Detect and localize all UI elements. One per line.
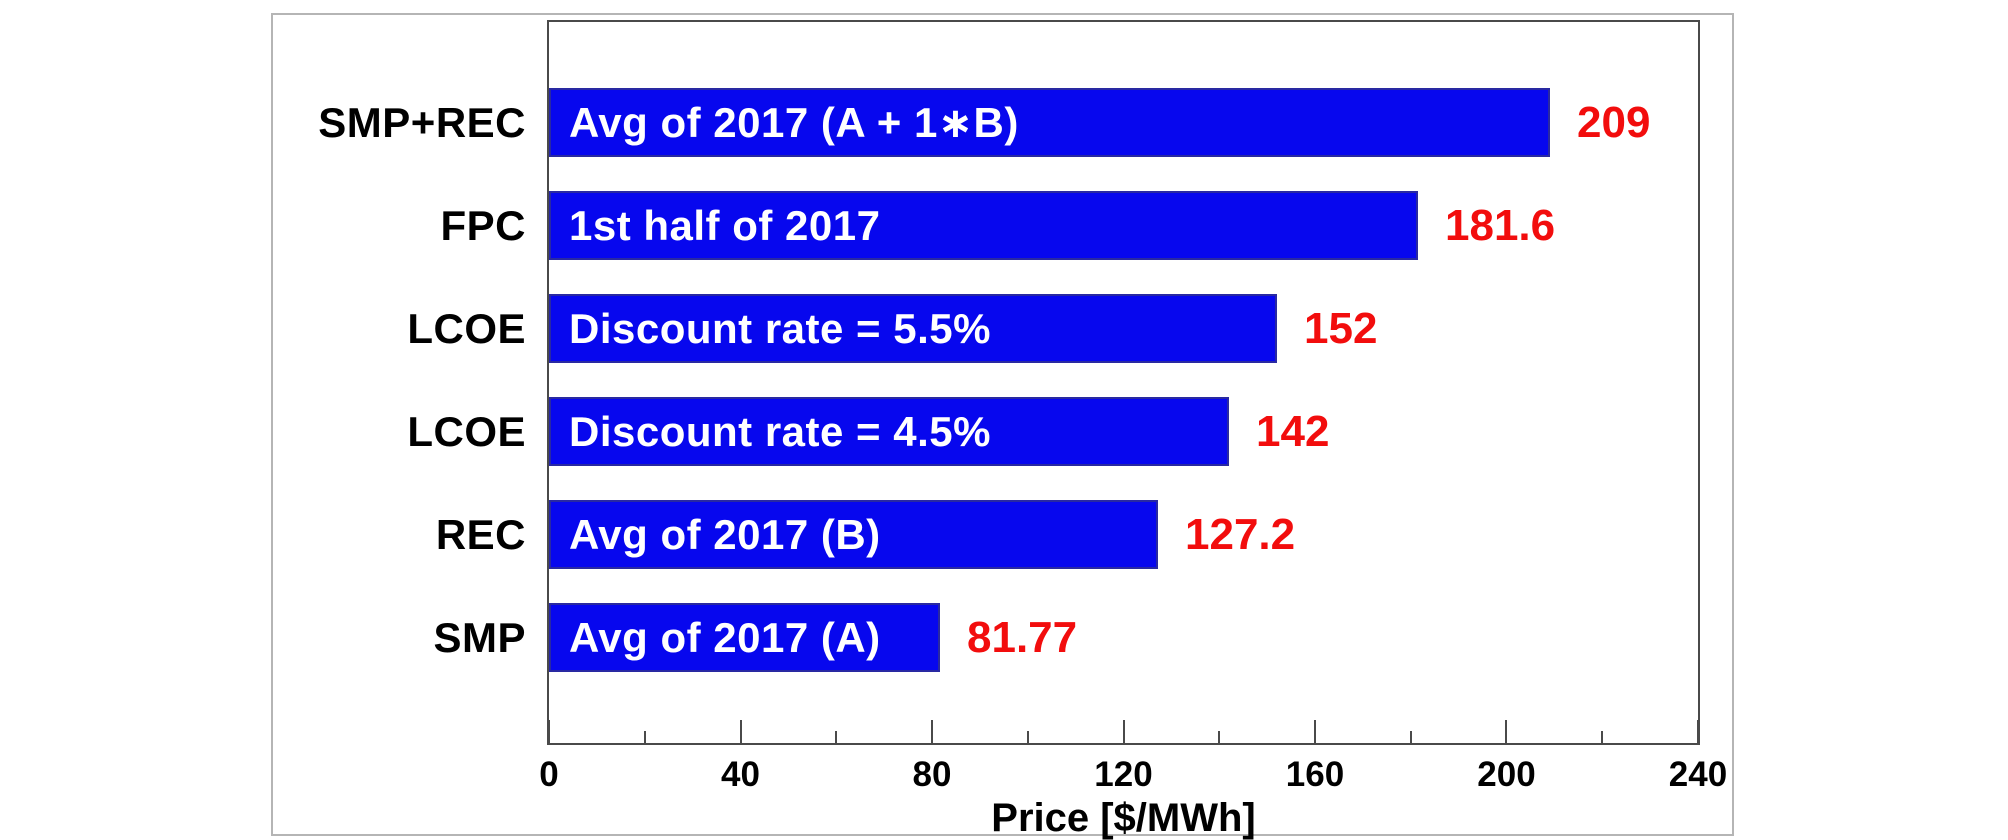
x-tick-label: 160 bbox=[1285, 755, 1345, 794]
x-tick-label: 120 bbox=[1094, 755, 1153, 794]
value-label: 209 bbox=[1577, 98, 1651, 147]
x-tick-major bbox=[740, 720, 742, 743]
bar: Discount rate = 4.5% bbox=[549, 397, 1229, 466]
plot-area: Avg of 2017 (A + 1∗B) 1st half of 2017 Dis… bbox=[547, 20, 1700, 745]
x-tick-label: 40 bbox=[721, 755, 760, 794]
x-tick-label: 200 bbox=[1477, 755, 1536, 794]
x-tick-major bbox=[1123, 720, 1125, 743]
x-tick-minor bbox=[644, 731, 646, 743]
bar-inner-label: Avg of 2017 (A + 1∗B) bbox=[569, 99, 1019, 146]
value-label: 142 bbox=[1256, 407, 1330, 456]
bar: 1st half of 2017 bbox=[549, 191, 1418, 260]
x-tick-minor bbox=[835, 731, 837, 743]
category-label: SMP bbox=[433, 614, 526, 661]
category-label: LCOE bbox=[407, 408, 526, 455]
bar: Avg of 2017 (A) bbox=[549, 603, 940, 672]
x-tick-minor bbox=[1601, 731, 1603, 743]
x-tick-major bbox=[1697, 720, 1699, 743]
x-tick-major bbox=[1314, 720, 1316, 743]
x-tick-major bbox=[548, 720, 550, 743]
value-label: 181.6 bbox=[1445, 201, 1556, 250]
x-tick-minor bbox=[1218, 731, 1220, 743]
bar-inner-label: Discount rate = 4.5% bbox=[569, 407, 991, 455]
category-label: LCOE bbox=[407, 305, 526, 352]
category-label: REC bbox=[435, 511, 526, 558]
category-label: FPC bbox=[440, 202, 526, 249]
value-label: 152 bbox=[1304, 304, 1378, 353]
x-tick-minor bbox=[1410, 731, 1412, 743]
x-tick-label: 0 bbox=[539, 755, 559, 794]
bar-inner-label: Discount rate = 5.5% bbox=[569, 304, 991, 352]
value-label: 127.2 bbox=[1185, 510, 1296, 559]
bar: Avg of 2017 (B) bbox=[549, 500, 1158, 569]
x-axis-title: Price [$/MWh] bbox=[991, 796, 1256, 840]
value-label: 81.77 bbox=[967, 613, 1078, 662]
category-label: SMP+REC bbox=[318, 99, 526, 146]
x-tick-label: 240 bbox=[1668, 755, 1728, 794]
bar: Discount rate = 5.5% bbox=[549, 294, 1277, 363]
x-tick-label: 80 bbox=[912, 755, 952, 794]
x-tick-minor bbox=[1027, 731, 1029, 743]
bar-inner-label: Avg of 2017 (A) bbox=[569, 613, 881, 661]
chart-figure: Avg of 2017 (A + 1∗B) 1st half of 2017 Dis… bbox=[271, 13, 1734, 840]
x-tick-major bbox=[931, 720, 933, 743]
bar-inner-label: Avg of 2017 (B) bbox=[569, 510, 881, 558]
bar: Avg of 2017 (A + 1∗B) bbox=[549, 88, 1550, 157]
x-tick-major bbox=[1505, 720, 1507, 743]
bar-inner-label: 1st half of 2017 bbox=[569, 201, 881, 249]
